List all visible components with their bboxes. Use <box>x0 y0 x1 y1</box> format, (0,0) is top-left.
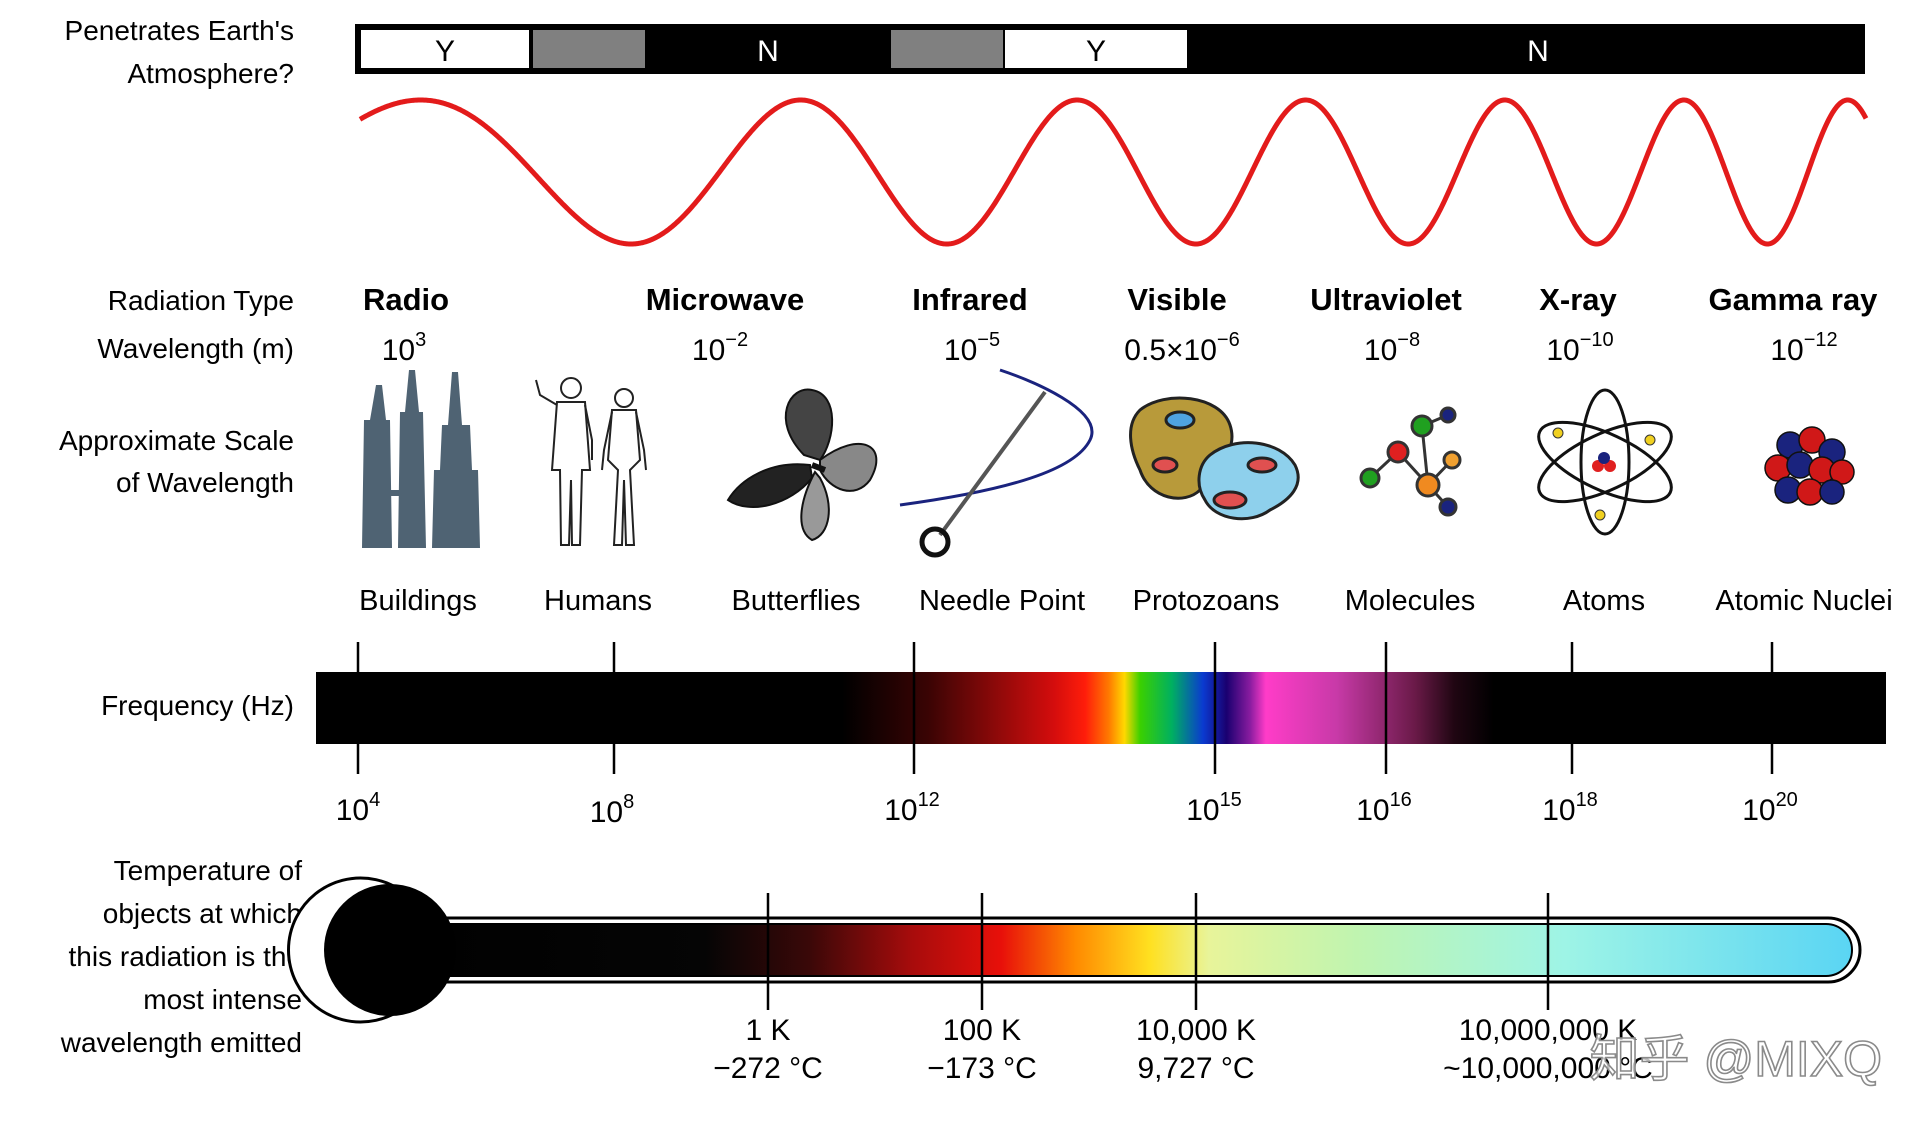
wavelength-visible: 0.5×10−6 <box>1124 329 1239 367</box>
temperature-tick-labels: 1 K −272 °C 100 K −173 °C 10,000 K 9,727… <box>713 1014 1653 1085</box>
wavelength-ultraviolet: 10−8 <box>1364 329 1420 367</box>
scale-label-line1: Approximate Scale <box>59 425 294 456</box>
molecule-icon <box>1359 406 1462 517</box>
temp-kelvin-3: 10,000 K <box>1136 1014 1256 1047</box>
penetrates-label-line2: Atmosphere? <box>127 58 294 89</box>
freq-label-1e15: 1015 <box>1186 789 1242 827</box>
freq-label-1e12: 1012 <box>884 789 940 827</box>
thermometer-bulb <box>324 884 456 1016</box>
scale-label-atoms: Atoms <box>1563 585 1645 617</box>
needle-icon <box>899 368 1094 558</box>
type-name-gamma: Gamma ray <box>1709 282 1879 317</box>
scale-label-humans: Humans <box>544 585 652 617</box>
freq-label-1e18: 1018 <box>1542 789 1598 827</box>
freq-label-1e16: 1016 <box>1356 789 1412 827</box>
wavelength-infrared: 10−5 <box>944 329 1000 367</box>
frequency-spectrum-band <box>316 672 1886 744</box>
atmosphere-segment-label-3: N <box>757 35 779 68</box>
type-name-ultraviolet: Ultraviolet <box>1310 282 1462 317</box>
atmosphere-segment-2 <box>533 30 645 68</box>
freq-label-1e20: 1020 <box>1742 789 1798 827</box>
radiation-type-label: Radiation Type <box>108 285 294 316</box>
atmosphere-segment-label-6: N <box>1527 35 1549 68</box>
temp-celsius-3: 9,727 °C <box>1137 1052 1254 1085</box>
temp-kelvin-4: 10,000,000 K <box>1459 1014 1638 1047</box>
temperature-label-line2: objects at which <box>103 898 302 929</box>
nucleus-icon <box>1764 426 1855 506</box>
thermometer-tube <box>379 923 1853 977</box>
scale-label-nuclei: Atomic Nuclei <box>1715 585 1892 617</box>
frequency-tick-labels: 104 108 1012 1015 1016 1018 1020 <box>336 789 1798 829</box>
penetrates-label-line1: Penetrates Earth's <box>65 15 294 46</box>
buildings-icon <box>362 370 480 548</box>
freq-label-1e4: 104 <box>336 789 381 827</box>
freq-label-1e8: 108 <box>590 791 635 829</box>
wavelength-gamma: 10−12 <box>1770 329 1837 367</box>
wavelength-microwave: 10−2 <box>692 329 748 367</box>
type-name-xray: X-ray <box>1539 282 1617 317</box>
temp-celsius-2: −173 °C <box>927 1052 1037 1085</box>
atmosphere-segment-label-5: Y <box>1086 35 1106 68</box>
type-name-microwave: Microwave <box>646 282 805 317</box>
scale-labels: Buildings Humans Butterflies Needle Poin… <box>359 585 1892 617</box>
wavelength-values: 103 10−2 10−5 0.5×10−6 10−8 10−10 10−12 <box>382 329 1838 367</box>
frequency-bar: 104 108 1012 1015 1016 1018 1020 <box>316 642 1886 829</box>
temperature-ticks <box>766 893 1550 1010</box>
radiation-type-names: Radio Microwave Infrared Visible Ultravi… <box>363 282 1878 317</box>
temp-celsius-4: ~10,000,000 °C <box>1443 1052 1653 1085</box>
atmosphere-segment-1 <box>361 30 529 68</box>
type-name-infrared: Infrared <box>912 282 1027 317</box>
scale-label-molecules: Molecules <box>1345 585 1476 617</box>
atmosphere-bar: Y N Y N <box>355 24 1865 74</box>
protozoa-icon <box>1129 396 1300 521</box>
wavelength-xray: 10−10 <box>1546 329 1613 367</box>
butterfly-icon <box>726 388 878 542</box>
frequency-label: Frequency (Hz) <box>101 690 294 721</box>
scale-label-line2: of Wavelength <box>116 467 294 498</box>
scale-label-needle: Needle Point <box>919 585 1085 617</box>
type-name-visible: Visible <box>1127 282 1226 317</box>
left-labels: Penetrates Earth's Atmosphere? Radiation… <box>59 15 302 1058</box>
temperature-label-line3: this radiation is the <box>69 941 302 972</box>
atmosphere-segment-6 <box>1189 30 1859 68</box>
temperature-label-line4: most intense <box>143 984 302 1015</box>
watermark: 知乎 @MIXQ <box>1590 1031 1882 1087</box>
thermometer: 1 K −272 °C 100 K −173 °C 10,000 K 9,727… <box>287 876 1862 1085</box>
wavelength-label: Wavelength (m) <box>97 333 294 364</box>
type-name-radio: Radio <box>363 282 449 317</box>
frequency-ticks <box>356 642 1774 774</box>
temp-kelvin-2: 100 K <box>943 1014 1021 1047</box>
scale-label-protozoans: Protozoans <box>1133 585 1280 617</box>
atmosphere-segment-4 <box>891 30 1003 68</box>
atmosphere-segment-3 <box>645 30 889 68</box>
scale-label-butterflies: Butterflies <box>732 585 861 617</box>
atom-icon <box>1537 388 1673 536</box>
scale-label-buildings: Buildings <box>359 585 477 617</box>
temp-kelvin-1: 1 K <box>745 1014 790 1047</box>
atmosphere-segment-5 <box>1005 30 1187 68</box>
wavelength-radio: 103 <box>382 329 427 367</box>
temperature-label-line1: Temperature of <box>114 855 303 886</box>
wavelength-wave <box>358 97 1869 247</box>
humans-icon <box>535 377 647 546</box>
atmosphere-segment-label-1: Y <box>435 35 455 68</box>
temp-celsius-1: −272 °C <box>713 1052 823 1085</box>
temperature-label-line5: wavelength emitted <box>60 1027 302 1058</box>
